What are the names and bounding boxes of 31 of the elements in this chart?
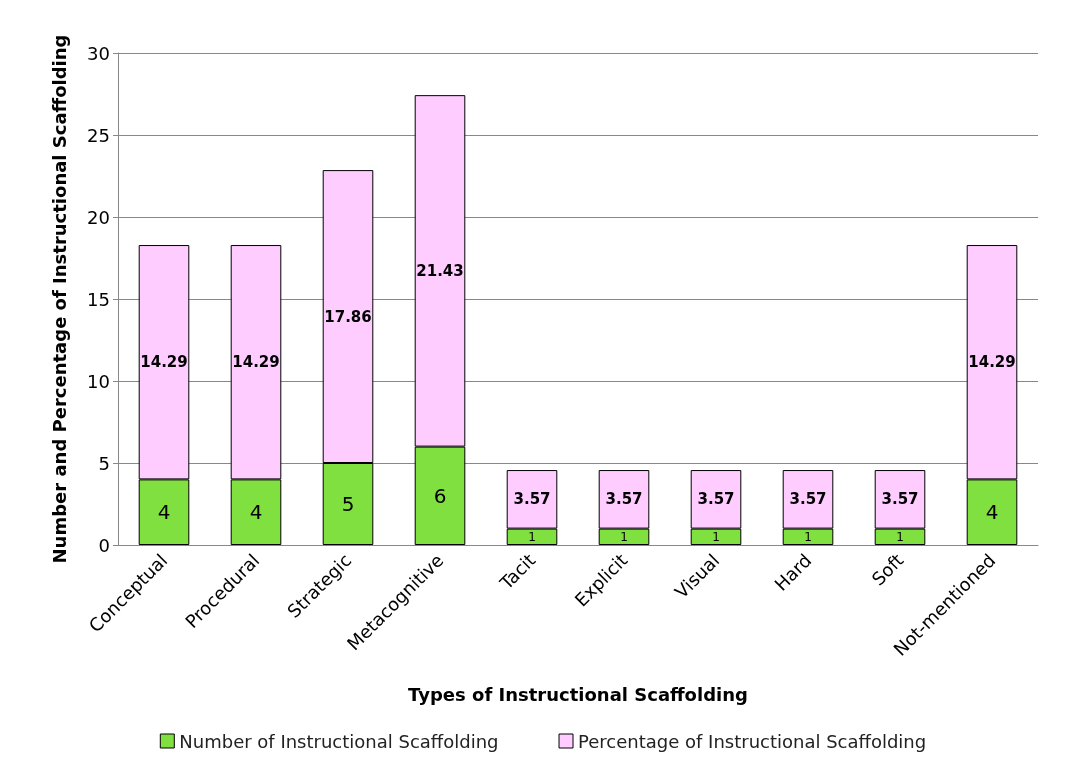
y-axis-title: Number and Percentage of Instructional Scaffolding — [48, 34, 70, 564]
y-tick-label: 20 — [87, 206, 110, 228]
data-label: 5 — [341, 492, 355, 516]
y-tick-label: 30 — [87, 42, 110, 64]
y-tick-label: 25 — [87, 124, 110, 146]
y-tick-label: 5 — [98, 452, 110, 474]
data-label: 1 — [804, 529, 812, 544]
data-label: 4 — [249, 500, 263, 525]
data-label: 6 — [433, 483, 447, 508]
data-label: 3.57 — [513, 490, 551, 509]
data-label: 14.29 — [140, 353, 188, 372]
data-label: 21.43 — [416, 261, 464, 280]
x-axis-title: Types of Instructional Scaffolding — [408, 683, 748, 705]
data-label: 14.29 — [968, 353, 1016, 372]
legend-label: Number of Instructional Scaffolding — [179, 730, 499, 752]
data-label: 3.57 — [789, 490, 827, 509]
data-label: 14.29 — [232, 353, 280, 372]
data-label: 1 — [620, 529, 628, 544]
legend-label: Percentage of Instructional Scaffolding — [578, 730, 927, 752]
data-label: 17.86 — [324, 307, 372, 326]
data-label: 3.57 — [697, 490, 735, 509]
data-label: 4 — [157, 500, 171, 525]
data-label: 1 — [712, 529, 720, 544]
data-label: 3.57 — [881, 490, 919, 509]
y-tick-label: 10 — [87, 370, 110, 392]
data-label: 4 — [985, 500, 999, 525]
y-tick-label: 15 — [87, 288, 110, 310]
data-label: 1 — [528, 529, 536, 544]
data-label: 3.57 — [605, 490, 643, 509]
y-tick-label: 0 — [98, 534, 110, 556]
data-label: 1 — [896, 529, 904, 544]
